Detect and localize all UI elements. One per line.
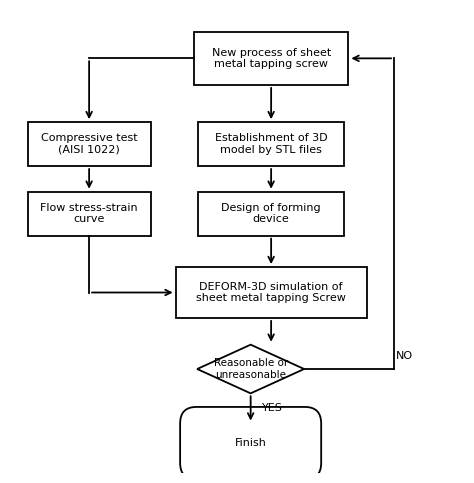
Text: Compressive test
(AISI 1022): Compressive test (AISI 1022) [41, 133, 137, 155]
Text: Reasonable or
unreasonable: Reasonable or unreasonable [213, 358, 288, 380]
Text: Establishment of 3D
model by STL files: Establishment of 3D model by STL files [215, 133, 328, 155]
FancyBboxPatch shape [27, 122, 151, 166]
Text: Design of forming
device: Design of forming device [221, 203, 321, 225]
FancyBboxPatch shape [198, 192, 344, 236]
FancyBboxPatch shape [27, 192, 151, 236]
Polygon shape [197, 345, 304, 393]
Text: NO: NO [396, 351, 413, 361]
Text: DEFORM-3D simulation of
sheet metal tapping Screw: DEFORM-3D simulation of sheet metal tapp… [196, 282, 346, 303]
Text: YES: YES [262, 403, 283, 413]
Text: Flow stress-strain
curve: Flow stress-strain curve [40, 203, 138, 225]
FancyBboxPatch shape [194, 32, 348, 85]
FancyBboxPatch shape [198, 122, 344, 166]
FancyBboxPatch shape [180, 407, 321, 480]
FancyBboxPatch shape [175, 267, 367, 318]
Text: New process of sheet
metal tapping screw: New process of sheet metal tapping screw [211, 47, 331, 69]
Text: Finish: Finish [235, 438, 266, 448]
